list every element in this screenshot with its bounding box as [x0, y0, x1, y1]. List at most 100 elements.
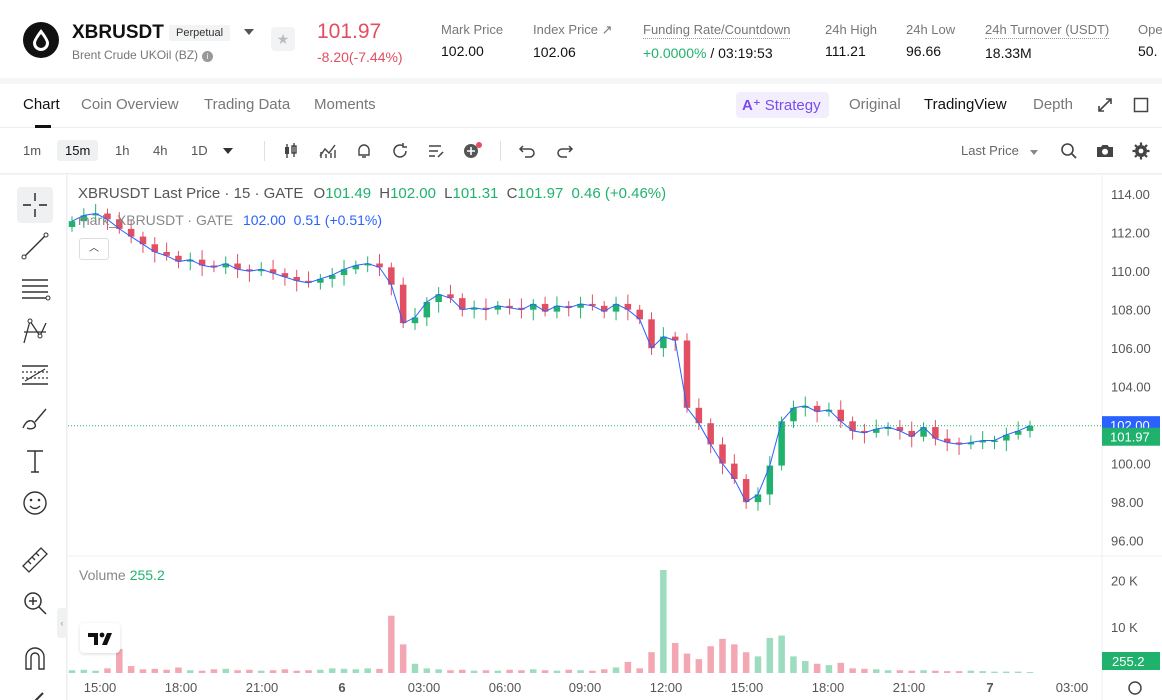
tab-coin-overview[interactable]: Coin Overview	[81, 96, 179, 113]
volume-bar	[340, 668, 348, 673]
x-tick-label: 6	[338, 680, 345, 695]
timeframe-15m[interactable]: 15m	[57, 140, 99, 161]
templates-icon[interactable]	[426, 141, 446, 161]
camera-icon[interactable]	[1095, 141, 1115, 161]
volume-bar	[494, 670, 502, 673]
toolbar-collapse-handle[interactable]: ‹	[57, 608, 67, 638]
volume-bar	[813, 663, 821, 673]
add-plugin-icon[interactable]	[462, 141, 482, 161]
view-tradingview[interactable]: TradingView	[924, 96, 1007, 113]
timeframe-1h[interactable]: 1h	[115, 143, 130, 158]
volume-bar	[328, 668, 336, 673]
candle-body	[364, 263, 371, 266]
stat-mark-price: Mark Price 102.00	[441, 22, 504, 59]
candle-type-icon[interactable]	[282, 141, 302, 161]
tab-moments[interactable]: Moments	[314, 96, 376, 113]
candle-body	[80, 215, 88, 222]
view-original[interactable]: Original	[849, 96, 901, 113]
zoom-in-icon[interactable]	[17, 585, 53, 621]
symbol-name[interactable]: XBRUSDT	[72, 22, 164, 43]
timeframe-1d[interactable]: 1D	[191, 143, 208, 158]
volume-bar	[1003, 671, 1010, 673]
volume-tick-label: 20 K	[1111, 574, 1138, 589]
symbol-dropdown-icon[interactable]	[244, 29, 254, 35]
volume-bar	[861, 668, 868, 673]
stat-index-price[interactable]: Index Price ↗ 102.06	[533, 22, 613, 60]
tradingview-logo[interactable]	[80, 623, 120, 653]
candle-body	[825, 409, 833, 412]
x-tick-label: 7	[986, 680, 993, 695]
volume-bar	[68, 670, 76, 673]
volume-bar	[943, 671, 951, 673]
chart-area[interactable]: 114.00112.00110.00108.00106.00104.00102.…	[68, 175, 1162, 700]
view-depth[interactable]: Depth	[1033, 96, 1074, 113]
last-price-tag-bg	[1102, 427, 1160, 446]
candle-body	[541, 303, 549, 312]
candle-body	[731, 463, 738, 480]
volume-bar	[257, 670, 265, 673]
volume-bar	[447, 670, 454, 673]
price-chart[interactable]: 114.00112.00110.00108.00106.00104.00102.…	[68, 175, 1162, 700]
volume-tick-label: 10 K	[1111, 620, 1138, 635]
crosshair-icon[interactable]	[17, 187, 53, 223]
undo-icon[interactable]	[518, 141, 538, 161]
candle-body	[411, 317, 419, 324]
candle-body	[281, 273, 289, 277]
candle-body	[943, 438, 951, 443]
alert-bell-icon[interactable]	[354, 141, 374, 161]
horizontal-lines-icon[interactable]	[17, 271, 53, 307]
timeframe-4h[interactable]: 4h	[153, 143, 168, 158]
fib-retracement-icon[interactable]	[17, 357, 53, 393]
candle-body	[187, 259, 194, 262]
candle-body	[577, 303, 584, 308]
volume-bar	[967, 670, 975, 673]
price-source-select[interactable]: Last Price	[961, 143, 1019, 158]
candle-body	[257, 269, 265, 272]
funding-rate-value: +0.0000%	[643, 45, 707, 61]
collapse-legend-button[interactable]: ︿	[79, 238, 109, 260]
brush-icon[interactable]	[17, 400, 53, 436]
y-tick-label: 98.00	[1111, 495, 1144, 510]
candle-body	[246, 269, 253, 272]
replay-icon[interactable]	[390, 141, 410, 161]
favorite-star-icon[interactable]: ★	[271, 27, 295, 51]
redo-icon[interactable]	[554, 141, 574, 161]
timeframe-dropdown-icon[interactable]	[223, 148, 233, 154]
main-series-legend: XBRUSDT Last Price · 15 · GATE O101.49 H…	[78, 185, 667, 202]
candle-body	[494, 305, 502, 310]
candle-body	[719, 444, 726, 464]
indicators-icon[interactable]	[318, 141, 338, 161]
x-tick-label: 03:00	[408, 680, 441, 695]
volume-bar	[163, 669, 170, 673]
candle-body	[1026, 425, 1034, 431]
emoji-icon[interactable]	[17, 485, 53, 521]
price-source-caret-icon[interactable]	[1030, 150, 1038, 155]
fullscreen-icon[interactable]	[1097, 97, 1113, 113]
volume-bar	[624, 661, 632, 673]
volume-bar	[695, 659, 703, 673]
volume-bar	[660, 570, 667, 673]
candle-body	[399, 284, 407, 324]
text-tool-icon[interactable]	[17, 443, 53, 479]
timeframe-1m[interactable]: 1m	[23, 143, 42, 158]
trend-line-icon[interactable]	[17, 228, 53, 264]
settings-gear-icon[interactable]	[1131, 141, 1151, 161]
volume-bar	[754, 656, 762, 673]
ruler-icon[interactable]	[17, 542, 53, 578]
tab-chart[interactable]: Chart	[23, 96, 60, 113]
y-tick-label: 100.00	[1111, 457, 1151, 472]
pattern-tool-icon[interactable]	[17, 314, 53, 350]
strategy-button[interactable]: A⁺ Strategy	[736, 92, 829, 118]
volume-bar	[423, 668, 431, 673]
volume-bar	[506, 669, 513, 673]
search-icon[interactable]	[1059, 141, 1079, 161]
volume-bar	[246, 669, 253, 673]
volume-bar	[459, 669, 466, 673]
window-icon[interactable]	[1133, 97, 1149, 113]
candle-body	[1014, 430, 1022, 435]
magnet-icon[interactable]	[17, 641, 53, 677]
pencil-icon[interactable]	[17, 683, 53, 700]
volume-bar	[589, 670, 596, 673]
tab-trading-data[interactable]: Trading Data	[204, 96, 291, 113]
info-icon[interactable]: i	[202, 51, 214, 62]
